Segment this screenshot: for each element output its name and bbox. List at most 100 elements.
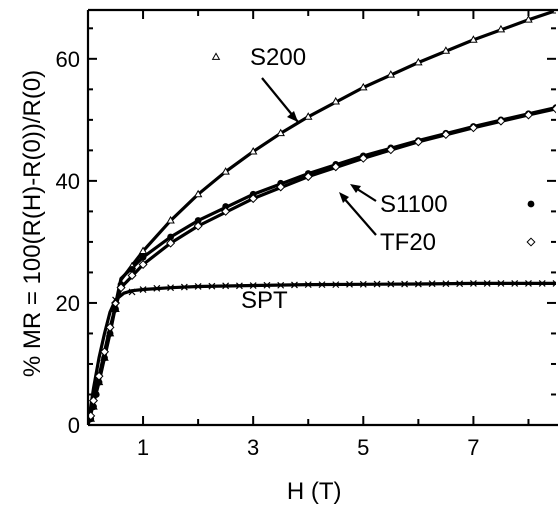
point-tf20 [100, 347, 110, 357]
cross-stroke [359, 280, 367, 288]
cross-stroke [208, 282, 216, 290]
point-tf20 [303, 172, 313, 182]
cross-stroke [235, 282, 243, 290]
cross-stroke [428, 280, 436, 288]
cross-stroke [249, 282, 257, 289]
point-s1100 [95, 378, 103, 386]
point-tf20 [386, 145, 396, 155]
legend-marker-s200 [211, 52, 221, 60]
point-s200 [414, 57, 423, 66]
y-tick-label: 60 [56, 47, 80, 72]
x-tick-label: 5 [357, 435, 369, 460]
point-s200 [276, 128, 285, 137]
point-spt [180, 283, 188, 291]
cross-stroke [263, 281, 271, 289]
arrowhead-s200 [287, 111, 298, 122]
x-tick-label: 3 [247, 435, 259, 460]
point-spt [291, 281, 298, 289]
point-s200 [221, 167, 230, 175]
point-spt [304, 281, 312, 289]
cross-stroke [304, 281, 312, 289]
point-spt [442, 280, 450, 288]
point-spt [525, 279, 532, 287]
point-spt [277, 281, 285, 289]
series-s200 [88, 10, 556, 422]
cross-stroke [401, 280, 409, 288]
point-spt [387, 280, 395, 288]
point-spt [359, 280, 367, 288]
y-tick-label: 0 [68, 413, 80, 438]
cross-stroke [112, 296, 119, 304]
cross-stroke [128, 288, 136, 296]
point-s200 [524, 15, 533, 23]
point-spt [428, 280, 436, 288]
series-tf20 [88, 104, 556, 421]
point-spt [346, 280, 353, 288]
cross-stroke [139, 286, 147, 293]
fit-line-s200 [88, 10, 556, 425]
y-tick-label: 20 [56, 291, 80, 316]
fit-line-spt [88, 281, 556, 425]
point-tf20 [331, 162, 341, 172]
cross-stroke [538, 279, 546, 287]
series-layer [88, 10, 556, 425]
point-tf20 [94, 371, 104, 381]
cross-stroke [483, 279, 491, 287]
arrowhead-s1100 [350, 184, 361, 193]
point-s200 [193, 189, 203, 198]
point-s200 [166, 215, 175, 224]
point-s200 [248, 146, 258, 155]
fit-line-tf20 [88, 107, 556, 425]
point-tf20 [468, 123, 478, 133]
point-s200 [359, 82, 368, 91]
y-tick-label: 40 [56, 169, 80, 194]
cross-stroke [373, 280, 381, 288]
point-tf20 [193, 221, 203, 231]
point-spt [112, 296, 119, 304]
cross-stroke [180, 283, 188, 291]
point-spt [222, 282, 230, 290]
point-s1100 [167, 233, 174, 241]
point-spt [153, 284, 161, 292]
cross-stroke [194, 283, 202, 290]
point-spt [332, 281, 340, 289]
cross-stroke [552, 282, 556, 287]
axes-layer [86, 8, 558, 427]
point-tf20 [166, 238, 176, 248]
point-tf20 [413, 137, 423, 147]
point-tf20 [221, 206, 231, 216]
point-s1100 [106, 330, 114, 337]
point-s200 [496, 24, 506, 33]
cross-stroke [332, 281, 340, 289]
fit-line-s1100 [88, 106, 556, 425]
point-spt [373, 280, 381, 288]
cross-stroke [497, 279, 505, 287]
point-spt [235, 282, 243, 290]
cross-stroke [167, 284, 175, 292]
cross-stroke [511, 279, 519, 287]
point-s200 [138, 246, 148, 254]
arrow-tf20 [341, 195, 377, 236]
point-spt [263, 281, 271, 289]
point-spt [497, 279, 505, 287]
point-s1100 [101, 354, 108, 362]
point-tf20 [105, 322, 115, 332]
point-s200 [469, 35, 478, 43]
point-s1100 [194, 217, 202, 224]
cross-stroke [552, 279, 556, 285]
point-tf20 [551, 104, 556, 114]
point-s200 [386, 70, 396, 78]
point-tf20 [116, 283, 126, 293]
cross-stroke [387, 280, 395, 288]
point-spt [538, 279, 546, 287]
series-label-spt: SPT [241, 287, 288, 314]
point-spt [401, 280, 409, 288]
cross-stroke [291, 281, 298, 289]
point-s1100 [222, 203, 230, 210]
point-tf20 [523, 110, 533, 120]
point-spt [414, 280, 422, 288]
point-s200 [441, 46, 451, 54]
x-tick-label: 7 [467, 435, 479, 460]
point-spt [208, 282, 216, 290]
cross-stroke [525, 279, 532, 287]
